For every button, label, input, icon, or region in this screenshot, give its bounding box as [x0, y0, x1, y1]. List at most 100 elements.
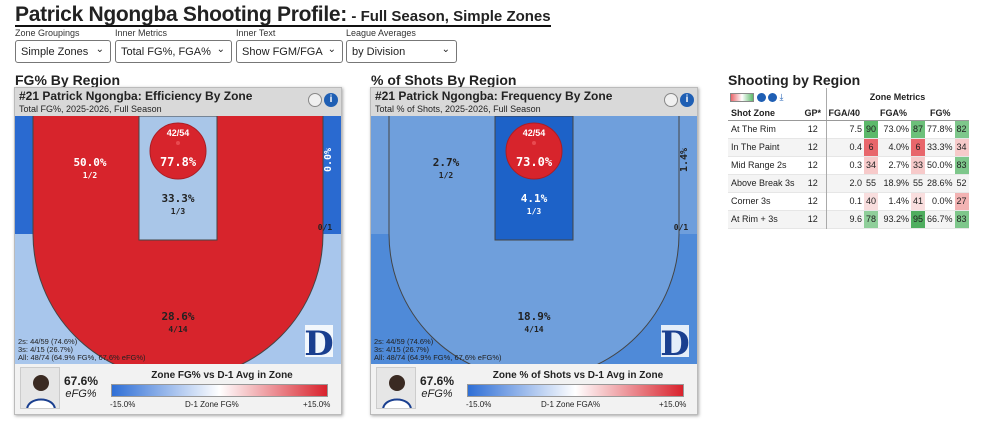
right-corner-zone[interactable]: [679, 116, 697, 234]
rim-outline: [505, 122, 563, 180]
col-fga40[interactable]: FGA/40: [826, 106, 879, 121]
table-row[interactable]: At The Rim 12 7.5 90 73.0% 87 77.8% 82: [728, 120, 969, 138]
toggle-circle-button[interactable]: [664, 93, 678, 107]
color-toggle-icon[interactable]: [730, 92, 754, 102]
mid-pct: 2.7%: [433, 156, 460, 169]
legend-mid-label: D-1 Zone FG%: [185, 400, 239, 409]
info-icon[interactable]: [768, 92, 778, 102]
league-averages-select[interactable]: by Division ⌄: [346, 40, 457, 63]
rim-frac: 42/54: [167, 128, 190, 138]
rim-zone[interactable]: [150, 123, 206, 179]
table-tools: ⤓: [728, 88, 800, 106]
info-icon[interactable]: i: [680, 93, 694, 107]
fga40-cell: 0.3: [849, 160, 862, 170]
legend-color-scale: [467, 384, 684, 397]
fgap-cell: 18.9%: [883, 178, 909, 188]
panel-header: #21 Patrick Ngongba: Efficiency By Zone …: [15, 88, 341, 116]
panel-subtitle: Total % of Shots, 2025-2026, Full Season: [375, 104, 541, 114]
left-corner-zone[interactable]: [371, 116, 389, 234]
gp-cell: 12: [800, 120, 827, 138]
paint-frac: 1/3: [527, 207, 542, 216]
paint-pct: 33.3%: [161, 192, 194, 205]
shot-chart: 42/54 73.0% 4.1% 1/3 2.7% 1/2 1.4% 0/1 1…: [371, 116, 697, 364]
panel-legend: 67.6% eFG% Zone % of Shots vs D-1 Avg in…: [371, 364, 697, 414]
table-row[interactable]: At Rim + 3s 12 9.6 78 93.2% 95 66.7% 83: [728, 210, 969, 228]
rim-outline: [149, 122, 207, 180]
panel-title: #21 Patrick Ngongba: Frequency By Zone: [375, 89, 613, 103]
fga40-pctile: 34: [864, 156, 879, 174]
fg-cell: 50.0%: [927, 160, 953, 170]
stat-line-all: All: 48/74 (64.9% FG%, 67.6% eFG%): [374, 353, 502, 362]
rim-dot: [532, 141, 536, 145]
corner-frac: 0/1: [318, 223, 333, 232]
fga40-cell: 9.6: [849, 214, 862, 224]
fg-cell: 66.7%: [927, 214, 953, 224]
rim-dot: [176, 141, 180, 145]
panel-header: #21 Patrick Ngongba: Frequency By Zone T…: [371, 88, 697, 116]
fgap-pctile: 33: [911, 156, 926, 174]
settings-icon[interactable]: [756, 92, 766, 102]
table-body: At The Rim 12 7.5 90 73.0% 87 77.8% 82 In The Pa…: [728, 120, 969, 228]
fga40-pctile: 78: [864, 210, 879, 228]
fgap-cell: 2.7%: [888, 160, 909, 170]
shot-zone-cell: Corner 3s: [731, 196, 771, 206]
rim-zone[interactable]: [506, 123, 562, 179]
col-fg[interactable]: FG%: [925, 106, 969, 121]
select-value: Simple Zones: [21, 46, 89, 58]
page-title: Patrick Ngongba Shooting Profile: - Full…: [15, 3, 551, 27]
rim-frac: 42/54: [523, 128, 546, 138]
paint-outline: [138, 116, 218, 241]
shot-zone-cell: In The Paint: [731, 142, 780, 152]
table-row[interactable]: Above Break 3s 12 2.0 55 18.9% 55 28.6% 52: [728, 174, 969, 192]
panel-legend: 67.6% eFG% Zone FG% vs D-1 Avg in Zone -…: [15, 364, 341, 414]
shooting-table: ⤓ Zone Metrics Shot Zone GP* FGA/40 FGA%…: [728, 88, 969, 229]
shot-chart: 42/54 77.8% 33.3% 1/3 50.0% 1/2 0.0% 0/1…: [15, 116, 341, 364]
team-logo: D: [304, 324, 333, 364]
col-gp[interactable]: GP*: [800, 106, 827, 121]
fgap-cell: 73.0%: [883, 124, 909, 134]
fga40-cell: 0.4: [849, 142, 862, 152]
left-corner-zone[interactable]: [15, 116, 33, 234]
fg-cell: 33.3%: [927, 142, 953, 152]
fgap-cell: 1.4%: [888, 196, 909, 206]
fgap-pctile: 95: [911, 210, 926, 228]
shot-zone-cell: Mid Range 2s: [731, 160, 787, 170]
stat-line-all: All: 48/74 (64.9% FG%, 67.6% eFG%): [18, 353, 146, 362]
chevron-down-icon: ⌄: [441, 44, 450, 55]
col-fgap[interactable]: FGA%: [878, 106, 926, 121]
efg-block: 67.6% eFG%: [63, 374, 99, 400]
inner-metrics-select[interactable]: Total FG%, FGA% ⌄: [115, 40, 232, 63]
col-shot-zone[interactable]: Shot Zone: [728, 106, 800, 121]
table-row[interactable]: In The Paint 12 0.4 6 4.0% 6 33.3% 34: [728, 138, 969, 156]
legend-low-label: -15.0%: [466, 400, 492, 409]
zone-groupings-select[interactable]: Simple Zones ⌄: [15, 40, 111, 63]
fg-cell: 77.8%: [927, 124, 953, 134]
legend-high-label: +15.0%: [659, 400, 687, 409]
fga40-pctile: 90: [864, 120, 879, 138]
inner-text-select[interactable]: Show FGM/FGA ⌄: [236, 40, 343, 63]
gp-cell: 12: [800, 156, 827, 174]
team-logo-letter: D: [660, 324, 689, 364]
mid-pct: 50.0%: [73, 156, 106, 169]
info-icon[interactable]: i: [324, 93, 338, 107]
fgap-pctile: 55: [911, 174, 926, 192]
table-row[interactable]: Corner 3s 12 0.1 40 1.4% 41 0.0% 27: [728, 192, 969, 210]
control-label: Inner Metrics: [115, 28, 168, 38]
gp-cell: 12: [800, 138, 827, 156]
fgap-pctile: 87: [911, 120, 926, 138]
team-logo: D: [660, 324, 689, 364]
download-icon[interactable]: ⤓: [779, 91, 784, 102]
rim-pct: 73.0%: [516, 155, 553, 169]
toggle-circle-button[interactable]: [308, 93, 322, 107]
panel-subtitle: Total FG%, 2025-2026, Full Season: [19, 104, 162, 114]
panel-title: #21 Patrick Ngongba: Efficiency By Zone: [19, 89, 253, 103]
fgap-cell: 4.0%: [888, 142, 909, 152]
inner-metrics-control: Inner Metrics Total FG%, FGA% ⌄: [115, 28, 232, 63]
player-headshot: [376, 367, 416, 409]
right-corner-zone[interactable]: [323, 116, 341, 234]
efg-value: 67.6%: [419, 374, 455, 388]
rim-pct: 77.8%: [160, 155, 197, 169]
table-row[interactable]: Mid Range 2s 12 0.3 34 2.7% 33 50.0% 83: [728, 156, 969, 174]
fg-pctile: 52: [954, 174, 969, 192]
section-fg-by-region: FG% By Region: [15, 72, 121, 88]
